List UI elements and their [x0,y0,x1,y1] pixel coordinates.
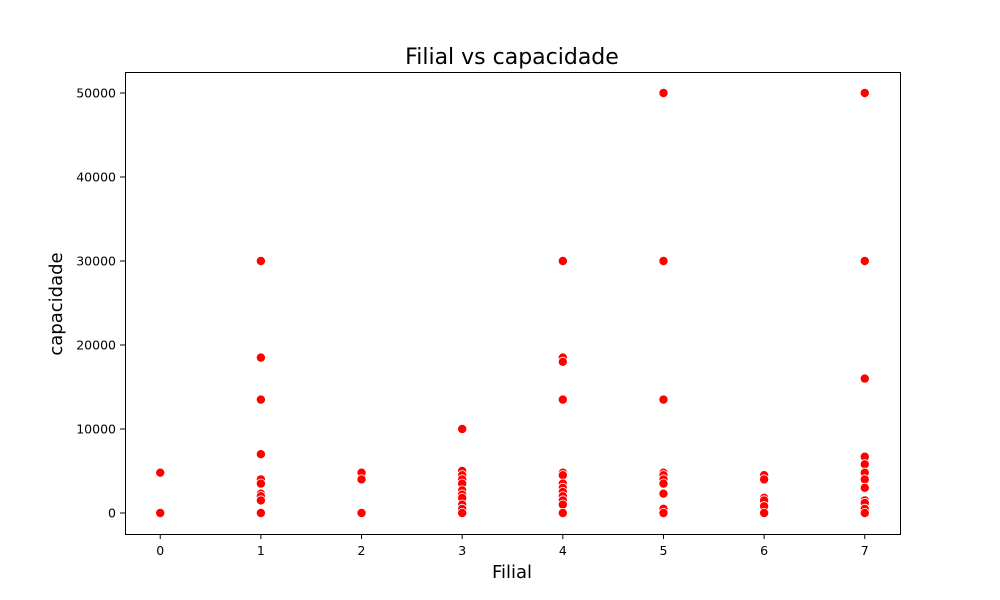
y-tick-label: 0 [108,506,116,521]
x-tick-label: 0 [156,543,164,558]
data-point [859,373,870,384]
data-point [557,499,568,510]
data-point [356,474,367,485]
y-tick-label: 30000 [76,254,116,269]
data-point [457,423,468,434]
data-point [356,507,367,518]
data-point [557,507,568,518]
y-tick-label: 10000 [76,422,116,437]
y-axis: 0 10000 20000 30000 40000 50000 [76,86,125,521]
data-point [255,255,266,266]
x-tick-label: 2 [358,543,366,558]
data-point [155,467,166,478]
data-point [859,255,870,266]
x-axis: 0 1 2 3 4 5 6 7 [156,534,869,558]
y-tick-label: 20000 [76,338,116,353]
data-point [759,507,770,518]
data-point [557,356,568,367]
data-point [155,507,166,518]
data-point [658,507,669,518]
data-point [658,255,669,266]
x-tick-label: 4 [559,543,567,558]
data-point [255,495,266,506]
x-tick-label: 3 [458,543,466,558]
x-tick-label: 7 [861,543,869,558]
data-point [759,474,770,485]
x-tick-label: 1 [257,543,265,558]
data-point [859,88,870,99]
data-point [658,394,669,405]
chart-title: Filial vs capacidade [405,45,619,70]
data-point [859,459,870,470]
x-tick-label: 6 [760,543,768,558]
x-tick-label: 5 [659,543,667,558]
points-layer [155,88,870,518]
y-tick-label: 40000 [76,170,116,185]
data-point [658,88,669,99]
data-point [658,478,669,489]
data-point [557,255,568,266]
data-point [859,482,870,493]
x-axis-label: Filial [492,562,532,583]
plot-frame [125,72,901,535]
data-point [658,488,669,499]
data-point [255,352,266,363]
data-point [557,470,568,481]
data-point [557,394,568,405]
data-point [255,394,266,405]
data-point [255,449,266,460]
y-tick-label: 50000 [76,86,116,101]
data-point [255,478,266,489]
y-axis-label: capacidade [46,252,67,355]
data-point [859,474,870,485]
data-point [255,507,266,518]
data-point [859,507,870,518]
data-point [457,507,468,518]
